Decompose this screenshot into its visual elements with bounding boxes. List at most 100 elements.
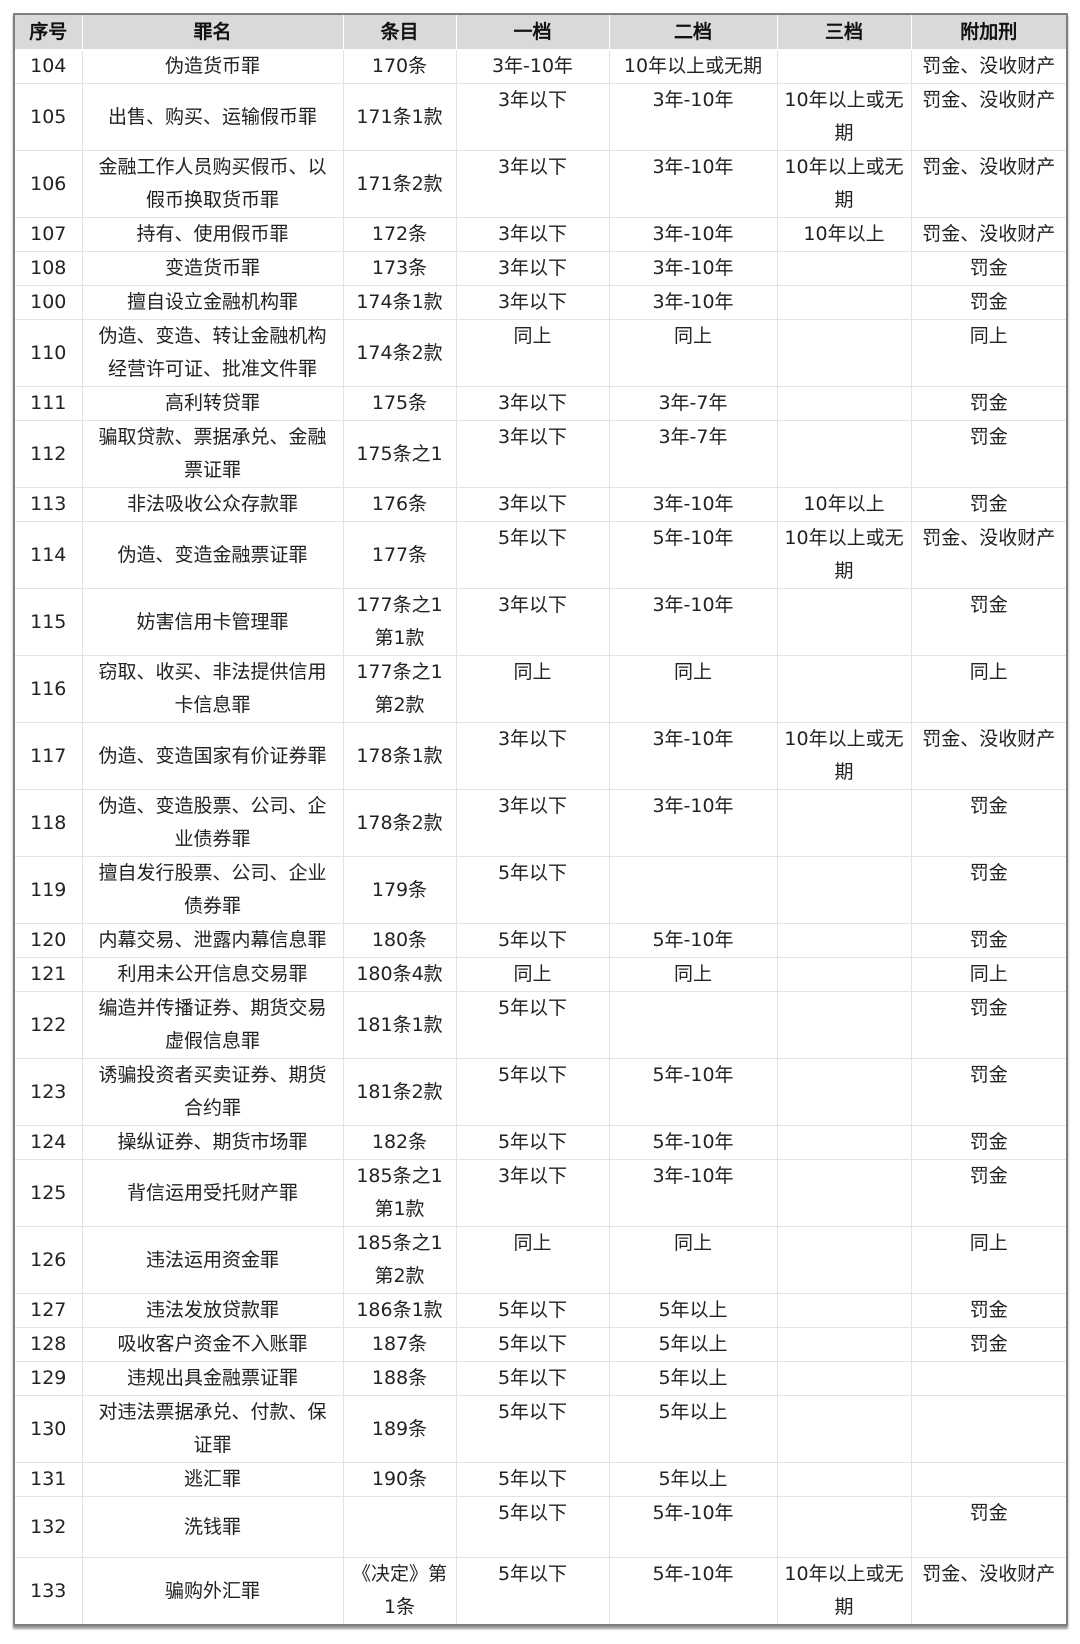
additional-penalty-cell: 罚金 [910,856,1068,924]
crime-cell: 骗购外汇罪 [81,1557,344,1626]
tier3-cell [776,1058,912,1126]
article-cell: 189条 [342,1395,457,1463]
article-cell: 180条 [342,923,457,958]
tier1-cell: 5年以下 [455,991,610,1059]
article-cell: 185条之1 第1款 [342,1159,457,1227]
article-cell: 181条1款 [342,991,457,1059]
tier2-cell: 3年-10年 [608,285,778,320]
tier2-cell: 同上 [608,655,778,723]
additional-penalty-cell: 罚金 [910,789,1068,857]
table-row: 126 违法运用资金罪 185条之1 第2款 同上 同上 同上 [13,1226,1068,1294]
additional-penalty-cell: 同上 [910,319,1068,387]
tier2-cell [608,991,778,1059]
article-cell: 175条之1 [342,420,457,488]
tier2-cell: 5年-10年 [608,923,778,958]
tier2-cell: 3年-10年 [608,722,778,790]
id-cell: 114 [13,521,83,589]
tier2-cell: 3年-10年 [608,789,778,857]
table-row: 106 金融工作人员购买假币、以 假币换取货币罪 171条2款 3年以下 3年-10年 1… [13,150,1068,218]
table-row: 133 骗购外汇罪 《决定》第 1条 5年以下 5年-10年 10年以上或无 期罚金、没收… [13,1557,1068,1626]
additional-penalty-cell: 罚金 [910,386,1068,421]
tier2-cell: 5年-10年 [608,1058,778,1126]
additional-penalty-cell: 同上 [910,957,1068,992]
id-cell: 121 [13,957,83,992]
id-cell: 124 [13,1125,83,1160]
tier3-cell [776,285,912,320]
table-body: 104 伪造货币罪 170条 3年-10年 10年以上或无期 罚金、没收财产 105 出售、购… [13,49,1068,1626]
tier3-cell [776,1226,912,1294]
table-row: 121 利用未公开信息交易罪 180条4款 同上 同上 同上 [13,957,1068,992]
tier3-cell [776,856,912,924]
tier1-cell: 同上 [455,957,610,992]
article-cell: 180条4款 [342,957,457,992]
table-row: 108 变造货币罪 173条 3年以下 3年-10年 罚金 [13,251,1068,286]
table-row: 125 背信运用受托财产罪 185条之1 第1款 3年以下 3年-10年 罚金 [13,1159,1068,1227]
crime-cell: 洗钱罪 [81,1496,344,1558]
additional-penalty-cell: 同上 [910,1226,1068,1294]
tier2-cell: 3年-7年 [608,420,778,488]
tier2-cell [608,856,778,924]
tier1-cell: 5年以下 [455,1361,610,1396]
additional-penalty-cell: 罚金 [910,420,1068,488]
tier3-cell [776,1462,912,1497]
crime-cell: 违法发放贷款罪 [81,1293,344,1328]
tier2-cell: 3年-10年 [608,251,778,286]
article-cell: 190条 [342,1462,457,1497]
crime-cell: 金融工作人员购买假币、以 假币换取货币罪 [81,150,344,218]
article-cell: 177条之1 第2款 [342,655,457,723]
tier3-cell [776,1293,912,1328]
additional-penalty-cell: 罚金、没收财产 [910,150,1068,218]
tier1-cell: 3年以下 [455,1159,610,1227]
tier2-cell: 同上 [608,319,778,387]
crime-cell: 编造并传播证券、期货交易 虚假信息罪 [81,991,344,1059]
article-cell: 185条之1 第2款 [342,1226,457,1294]
tier3-cell: 10年以上 [776,487,912,522]
crime-cell: 吸收客户资金不入账罪 [81,1327,344,1362]
tier3-cell [776,319,912,387]
tier1-cell: 5年以下 [455,1327,610,1362]
tier3-cell: 10年以上或无 期 [776,150,912,218]
crime-cell: 伪造、变造股票、公司、企 业债券罪 [81,789,344,857]
table-row: 123 诱骗投资者买卖证券、期货 合约罪 181条2款 5年以下 5年-10年 罚金 [13,1058,1068,1126]
table-row: 132 洗钱罪 5年以下 5年-10年 罚金 [13,1496,1068,1558]
tier1-cell: 3年以下 [455,83,610,151]
table-row: 117 伪造、变造国家有价证券罪 178条1款 3年以下 3年-10年 10年以上或无 期… [13,722,1068,790]
crime-cell: 伪造货币罪 [81,49,344,84]
additional-penalty-cell: 罚金 [910,487,1068,522]
tier3-cell [776,1125,912,1160]
header-article: 条目 [342,13,457,50]
additional-penalty-cell [910,1462,1068,1497]
tier1-cell: 5年以下 [455,1395,610,1463]
crime-cell: 持有、使用假币罪 [81,217,344,252]
article-cell: 171条1款 [342,83,457,151]
tier1-cell: 5年以下 [455,856,610,924]
crime-cell: 窃取、收买、非法提供信用 卡信息罪 [81,655,344,723]
header-additional: 附加刑 [910,13,1068,50]
table-row: 130 对违法票据承兑、付款、保 证罪 189条 5年以下 5年以上 [13,1395,1068,1463]
tier2-cell: 3年-10年 [608,588,778,656]
additional-penalty-cell [910,1395,1068,1463]
tier3-cell [776,655,912,723]
id-cell: 120 [13,923,83,958]
tier1-cell: 3年-10年 [455,49,610,84]
article-cell: 178条2款 [342,789,457,857]
crime-cell: 违规出具金融票证罪 [81,1361,344,1396]
additional-penalty-cell: 罚金 [910,991,1068,1059]
tier1-cell: 5年以下 [455,923,610,958]
crime-cell: 妨害信用卡管理罪 [81,588,344,656]
id-cell: 115 [13,588,83,656]
article-cell: 171条2款 [342,150,457,218]
header-crime: 罪名 [81,13,344,50]
tier2-cell: 3年-7年 [608,386,778,421]
tier2-cell: 10年以上或无期 [608,49,778,84]
additional-penalty-cell [910,1361,1068,1396]
tier3-cell [776,1496,912,1558]
id-cell: 132 [13,1496,83,1558]
id-cell: 117 [13,722,83,790]
header-tier3: 三档 [776,13,912,50]
crime-cell: 逃汇罪 [81,1462,344,1497]
crime-cell: 诱骗投资者买卖证券、期货 合约罪 [81,1058,344,1126]
tier2-cell: 同上 [608,957,778,992]
tier3-cell [776,1159,912,1227]
tier2-cell: 3年-10年 [608,487,778,522]
